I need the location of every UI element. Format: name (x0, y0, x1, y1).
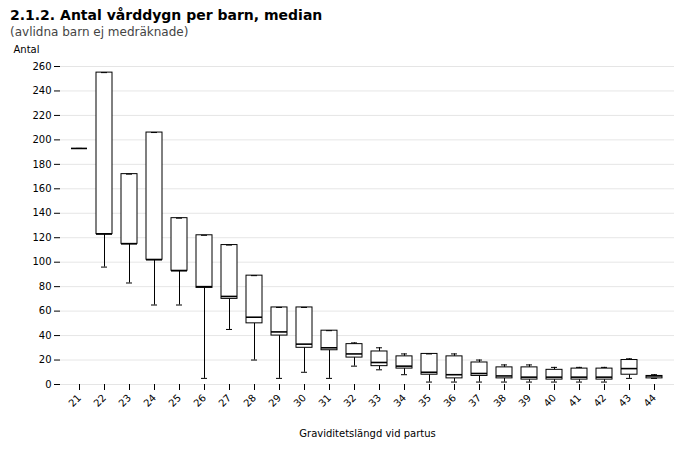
svg-text:140: 140 (32, 207, 51, 218)
svg-text:36: 36 (441, 392, 458, 409)
svg-text:60: 60 (39, 305, 52, 316)
svg-text:180: 180 (32, 159, 51, 170)
svg-text:0: 0 (45, 379, 51, 390)
svg-text:26: 26 (191, 392, 208, 409)
svg-text:35: 35 (416, 392, 433, 409)
svg-text:38: 38 (491, 392, 508, 409)
svg-text:220: 220 (32, 110, 51, 121)
svg-text:29: 29 (266, 392, 283, 409)
svg-text:40: 40 (541, 392, 558, 409)
svg-text:41: 41 (566, 392, 583, 409)
svg-text:260: 260 (32, 61, 51, 72)
svg-text:42: 42 (591, 392, 608, 409)
svg-text:Antal: Antal (14, 44, 40, 55)
svg-text:28: 28 (241, 392, 258, 409)
svg-text:240: 240 (32, 85, 51, 96)
svg-text:31: 31 (316, 392, 333, 409)
svg-text:44: 44 (641, 392, 658, 409)
svg-text:20: 20 (39, 354, 52, 365)
svg-text:43: 43 (616, 392, 633, 409)
svg-text:120: 120 (32, 232, 51, 243)
svg-text:24: 24 (141, 392, 158, 409)
svg-text:160: 160 (32, 183, 51, 194)
svg-text:200: 200 (32, 134, 51, 145)
svg-text:39: 39 (516, 392, 533, 409)
svg-text:22: 22 (91, 392, 108, 409)
html-text:(avlidna barn ej medräknade): (avlidna barn ej medräknade) (10, 25, 189, 39)
svg-text:37: 37 (466, 392, 483, 409)
svg-text:Graviditetslängd vid partus: Graviditetslängd vid partus (299, 428, 435, 439)
svg-text:100: 100 (32, 256, 51, 267)
svg-text:34: 34 (391, 392, 408, 409)
svg-text:30: 30 (291, 392, 308, 409)
svg-text:21: 21 (66, 392, 83, 409)
svg-text:80: 80 (39, 281, 52, 292)
svg-text:23: 23 (116, 392, 133, 409)
svg-text:25: 25 (166, 392, 183, 409)
svg-text:27: 27 (216, 392, 233, 409)
svg-text:33: 33 (366, 392, 383, 409)
svg-text:32: 32 (341, 392, 358, 409)
svg-text:40: 40 (39, 330, 52, 341)
html-text:2.1.2. Antal vårddygn per barn: 2.1.2. Antal vårddygn per barn, median (10, 7, 323, 23)
